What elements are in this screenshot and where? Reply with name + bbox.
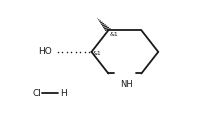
- Text: HO: HO: [39, 47, 52, 56]
- Text: Cl: Cl: [33, 89, 41, 98]
- Text: NH: NH: [120, 80, 132, 89]
- Text: H: H: [60, 89, 67, 98]
- Text: &1: &1: [93, 51, 102, 56]
- Text: &1: &1: [110, 32, 119, 37]
